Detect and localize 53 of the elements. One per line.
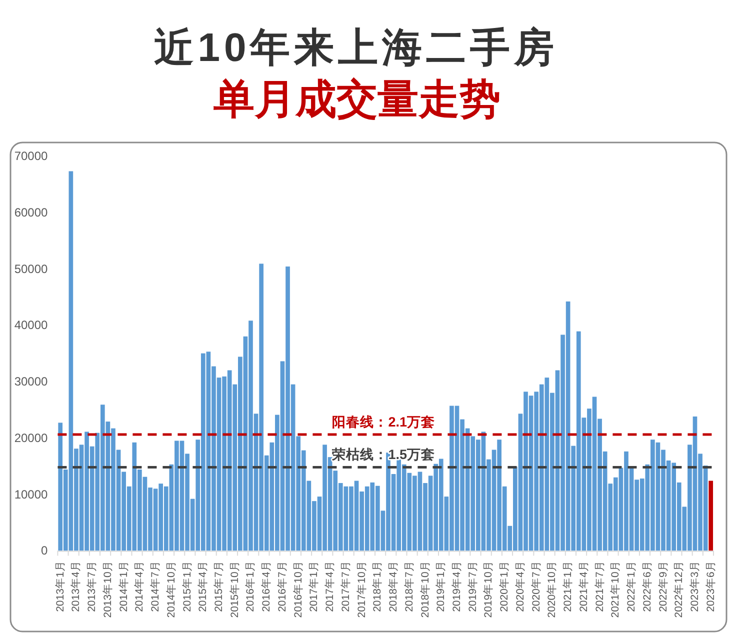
ref-line-label: 阳春线：2.1万套 [332, 414, 436, 430]
y-tick-label: 50000 [14, 262, 48, 276]
x-tick-label: 2016年7月 [276, 560, 288, 612]
x-tick-label: 2021年4月 [578, 560, 590, 612]
y-tick-label: 20000 [14, 430, 48, 445]
x-tick-label: 2020年10月 [546, 560, 558, 618]
x-tick-label: 2021年10月 [610, 560, 622, 618]
x-tick-label: 2013年1月 [54, 560, 66, 612]
y-tick-label: 10000 [14, 487, 48, 502]
x-tick-label: 2018年1月 [372, 560, 384, 612]
x-tick-label: 2018年4月 [388, 560, 400, 612]
x-tick-label: 2017年1月 [308, 560, 320, 612]
x-tick-label: 2014年10月 [165, 560, 178, 618]
x-tick-label: 2013年4月 [70, 560, 82, 612]
y-tick-label: 70000 [14, 149, 48, 163]
x-tick-label: 2014年4月 [134, 560, 146, 612]
x-tick-label: 2013年7月 [86, 560, 98, 612]
x-tick-label: 2015年7月 [213, 560, 226, 612]
x-tick-label: 2019年1月 [435, 560, 448, 612]
title: 近10年来上海二手房 [154, 26, 558, 70]
x-tick-label: 2019年10月 [482, 560, 495, 618]
x-tick-label: 2021年1月 [562, 560, 574, 612]
x-tick-label: 2017年4月 [324, 560, 336, 612]
x-tick-label: 2015年10月 [228, 560, 241, 618]
y-tick-label: 0 [41, 544, 48, 558]
x-tick-label: 2020年1月 [498, 560, 511, 612]
x-tick-label: 2018年10月 [419, 560, 432, 618]
x-tick-label: 2023年3月 [688, 560, 701, 612]
x-tick-label: 2017年7月 [340, 560, 352, 612]
x-tick-label: 2020年4月 [514, 560, 526, 612]
x-tick-label: 2022年1月 [626, 560, 638, 612]
x-tick-label: 2022年12月 [673, 560, 686, 618]
x-tick-label: 2022年9月 [657, 560, 670, 612]
subtitle: 单月成交量走势 [214, 76, 500, 122]
x-tick-label: 2019年7月 [466, 560, 479, 612]
x-tick-label: 2022年6月 [641, 560, 654, 612]
x-tick-label: 2020年7月 [530, 560, 542, 612]
x-tick-label: 2013年10月 [102, 560, 114, 618]
x-tick-label: 2015年1月 [181, 560, 194, 612]
x-tick-label: 2019年4月 [451, 560, 463, 612]
x-tick-label: 2014年1月 [118, 560, 130, 612]
x-tick-label: 2018年7月 [403, 560, 416, 612]
y-tick-label: 60000 [14, 205, 48, 220]
x-tick-label: 2014年7月 [150, 560, 162, 612]
x-tick-label: 2016年1月 [244, 560, 257, 612]
x-tick-label: 2015年4月 [197, 560, 210, 612]
y-tick-label: 40000 [14, 318, 48, 332]
x-tick-label: 2016年10月 [292, 560, 304, 618]
x-tick-label: 2023年6月 [704, 560, 717, 612]
y-tick-label: 30000 [14, 374, 48, 389]
x-tick-label: 2017年10月 [356, 560, 368, 618]
x-tick-label: 2016年4月 [260, 560, 273, 612]
x-tick-label: 2021年7月 [594, 560, 606, 612]
